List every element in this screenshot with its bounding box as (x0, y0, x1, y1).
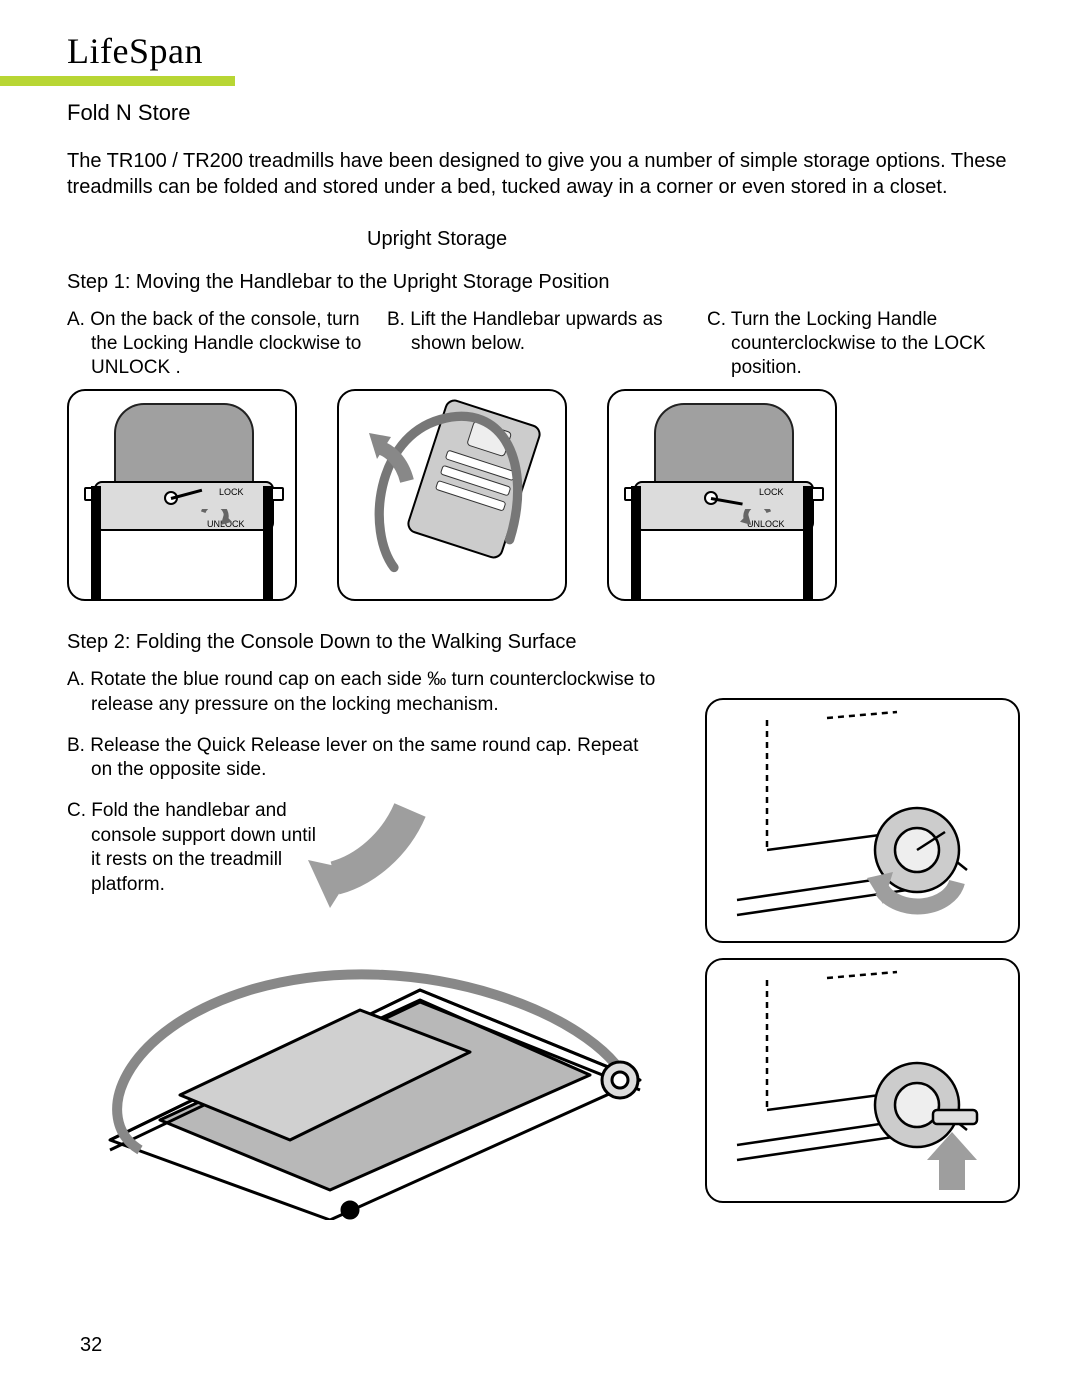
figure-step1-c: LOCK UNLOCK (607, 389, 837, 601)
lift-arrow-icon (367, 431, 417, 486)
lock-label: LOCK (219, 487, 244, 497)
brand-logo: LifeSpan (67, 30, 203, 72)
clockwise-arrow-icon (199, 509, 233, 533)
detail-figure-cap-rotate (705, 698, 1020, 943)
accent-bar (0, 76, 235, 86)
folded-treadmill-figure (50, 790, 670, 1220)
step1-title: Step 1: Moving the Handlebar to the Upri… (67, 271, 1027, 294)
step1-columns: A. On the back of the console, turn the … (67, 308, 1027, 379)
step1-figures: LOCK UNLOCK (67, 389, 1027, 601)
handlebar-icon (357, 401, 542, 586)
subsection-title: Upright Storage (367, 228, 1027, 251)
page-number: 32 (80, 1334, 102, 1357)
step1-c-text: C. Turn the Locking Handle counterclockw… (707, 308, 1007, 379)
counterclockwise-arrow-icon (739, 509, 773, 533)
section-title: Fold N Store (67, 100, 1027, 126)
step2-a-text: A. Rotate the blue round cap on each sid… (67, 668, 657, 717)
step1-b-text: B. Lift the Handlebar upwards as shown b… (387, 308, 687, 356)
step2-title: Step 2: Folding the Console Down to the … (67, 631, 1027, 654)
figure-step1-b (337, 389, 567, 601)
figure-step1-a: LOCK UNLOCK (67, 389, 297, 601)
detail-figure-quick-release (705, 958, 1020, 1203)
step1-a-text: A. On the back of the console, turn the … (67, 308, 367, 379)
step2-b-text: B. Release the Quick Release lever on th… (67, 734, 657, 783)
lock-label: LOCK (759, 487, 784, 497)
intro-text: The TR100 / TR200 treadmills have been d… (67, 148, 1027, 200)
